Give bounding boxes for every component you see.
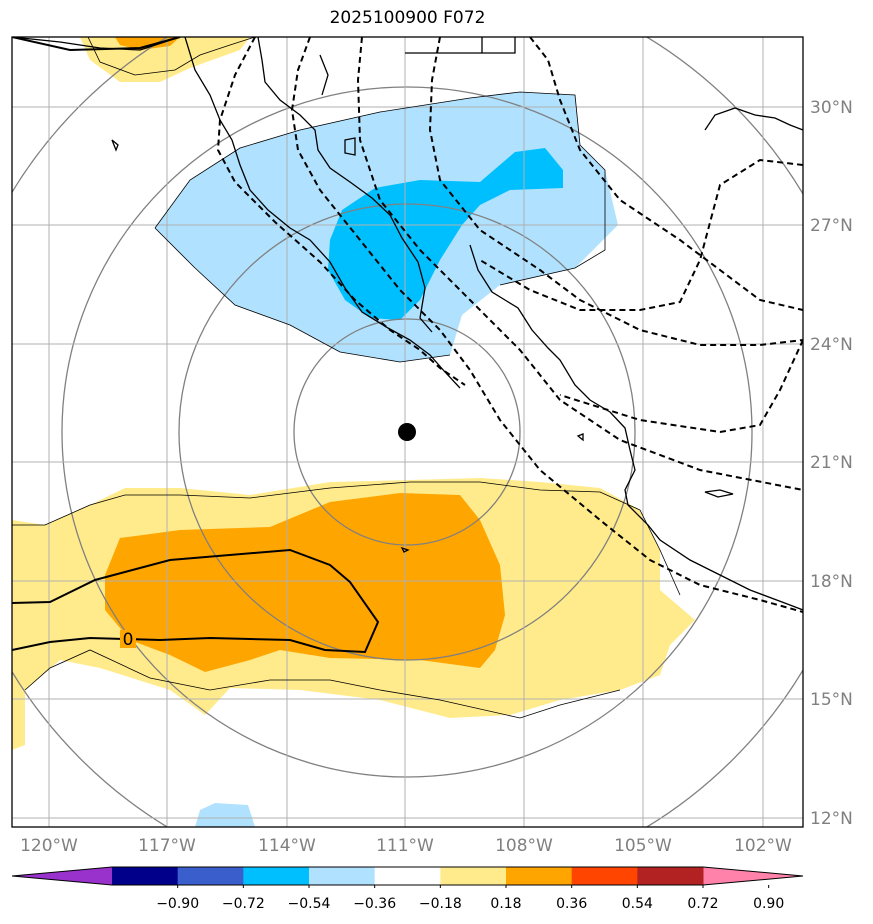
- colorbar-tick-label: −0.36: [353, 896, 396, 912]
- colorbar-tick-label: 0.18: [490, 896, 521, 912]
- colorbar: −0.90 −0.72 −0.54 −0.36 −0.18 0.18 0.36 0.54 0.7…: [11, 866, 804, 912]
- longitude-labels: 120°W 117°W 114°W 111°W 108°W 105°W 102°…: [20, 836, 792, 856]
- svg-text:0: 0: [123, 630, 134, 650]
- colorbar-tick-label: 0.90: [753, 896, 784, 912]
- shading-outline: [12, 37, 681, 719]
- lon-label-117w: 117°W: [138, 836, 196, 856]
- colorbar-extend-max: [703, 867, 803, 885]
- range-rings: [12, 37, 803, 827]
- lat-label-18n: 18°N: [810, 572, 853, 592]
- colorbar-swatch: [309, 867, 376, 885]
- colorbar-tick-label: 0.36: [556, 896, 587, 912]
- storm-center-dot: [398, 423, 416, 441]
- lat-label-21n: 21°N: [810, 453, 853, 473]
- colorbar-tick-label: −0.54: [288, 896, 331, 912]
- dashed-contours: [216, 37, 803, 613]
- colorbar-swatch: [637, 867, 704, 885]
- colorbar-outline: [11, 866, 804, 886]
- graticule: [12, 37, 803, 827]
- colorbar-tick-label: 0.54: [622, 896, 653, 912]
- colorbar-swatch: [571, 867, 638, 885]
- lat-label-30n: 30°N: [810, 98, 853, 118]
- colorbar-tick-label: 0.72: [687, 896, 718, 912]
- lon-label-108w: 108°W: [495, 836, 553, 856]
- colorbar-swatch: [243, 867, 310, 885]
- lon-label-114w: 114°W: [258, 836, 316, 856]
- lon-label-111w: 111°W: [376, 836, 434, 856]
- lat-label-24n: 24°N: [810, 335, 853, 355]
- colorbar-tick-label: −0.72: [222, 896, 265, 912]
- colorbar-extend-min: [12, 867, 112, 885]
- map-frame: [11, 36, 804, 828]
- lat-label-27n: 27°N: [810, 216, 853, 236]
- map-title: 2025100900 F072: [329, 8, 486, 28]
- colorbar-swatch: [374, 867, 441, 885]
- shading-blue: [328, 148, 563, 320]
- colorbar-swatch: [177, 867, 244, 885]
- colorbar-swatch: [112, 867, 179, 885]
- colorbar-tick-label: −0.18: [419, 896, 462, 912]
- lat-label-15n: 15°N: [810, 690, 853, 710]
- zero-contour-label: 0: [120, 630, 136, 650]
- colorbar-swatch: [440, 867, 507, 885]
- colorbar-tick-label: −0.90: [156, 896, 199, 912]
- lat-label-12n: 12°N: [810, 809, 853, 829]
- latitude-labels: 30°N 27°N 24°N 21°N 18°N 15°N 12°N: [810, 98, 853, 829]
- coastlines: [12, 37, 803, 611]
- lon-label-120w: 120°W: [20, 836, 78, 856]
- map-area: 0: [12, 37, 803, 827]
- lon-label-102w: 102°W: [734, 836, 792, 856]
- colorbar-swatch: [506, 867, 573, 885]
- lon-label-105w: 105°W: [614, 836, 672, 856]
